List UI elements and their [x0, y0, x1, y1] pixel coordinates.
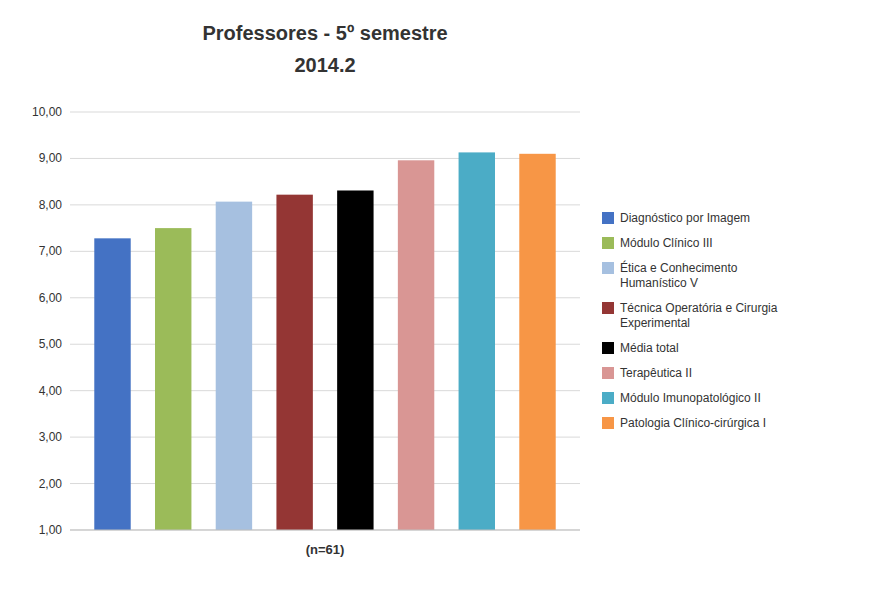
legend-label: Média total — [620, 341, 679, 355]
y-tick-label: 10,00 — [32, 105, 62, 119]
legend-label-line: Ética e Conhecimento — [620, 260, 738, 275]
y-tick-label: 1,00 — [39, 523, 63, 537]
y-tick-label: 6,00 — [39, 291, 63, 305]
legend-label-line: Média total — [620, 341, 679, 355]
y-tick-label: 7,00 — [39, 244, 63, 258]
grid-line — [70, 112, 580, 113]
x-axis-line — [70, 530, 580, 531]
bar — [216, 202, 252, 530]
legend-label-line: Patologia Clínico-cirúrgica I — [620, 416, 766, 430]
bar — [519, 154, 555, 530]
legend-label: Técnica Operatória e CirurgiaExperimenta… — [620, 301, 778, 330]
grid-line — [70, 158, 580, 159]
grid-line — [70, 483, 580, 484]
legend-label-line: Módulo Imunopatológico II — [620, 391, 761, 405]
title: Professores - 5º semestre — [202, 22, 447, 44]
y-tick-label: 2,00 — [39, 477, 63, 491]
grid-line — [70, 390, 580, 391]
legend-swatch — [602, 342, 614, 354]
legend-label: Diagnóstico por Imagem — [620, 211, 750, 225]
bar — [459, 152, 495, 530]
y-tick-label: 5,00 — [39, 337, 63, 351]
grid-line — [70, 297, 580, 298]
legend-label-line: Humanístico V — [620, 276, 698, 290]
legend-label: Terapêutica II — [620, 366, 692, 380]
legend-label: Patologia Clínico-cirúrgica I — [620, 416, 766, 430]
legend-label-line: Módulo Clínico III — [620, 236, 713, 250]
subtitle: 2014.2 — [294, 54, 355, 76]
legend-label-line: Terapêutica II — [620, 366, 692, 380]
legend-swatch — [602, 262, 614, 274]
legend-swatch — [602, 392, 614, 404]
grid — [70, 112, 580, 530]
grid-line — [70, 437, 580, 438]
grid-line — [70, 530, 580, 531]
y-tick-label: 9,00 — [39, 151, 63, 165]
bar — [94, 238, 130, 530]
grid-line — [70, 204, 580, 205]
legend-swatch — [602, 367, 614, 379]
y-tick-label: 3,00 — [39, 430, 63, 444]
bar — [398, 160, 434, 530]
legend-label: Módulo Clínico III — [620, 236, 713, 250]
x-tick-label: (n=61) — [306, 542, 345, 557]
legend: Diagnóstico por Imagem Módulo Clínico III… — [602, 211, 778, 430]
chart: Professores - 5º semestre 2014.2 1,00 2,00 3… — [0, 0, 889, 595]
legend-label: Ética e ConhecimentoHumanístico V — [620, 260, 738, 290]
bar — [155, 228, 191, 530]
legend-swatch — [602, 212, 614, 224]
legend-swatch — [602, 417, 614, 429]
legend-swatch — [602, 302, 614, 314]
grid-line — [70, 344, 580, 345]
legend-label-line: Diagnóstico por Imagem — [620, 211, 750, 225]
grid-line — [70, 251, 580, 252]
legend-label-line: Técnica Operatória e Cirurgia — [620, 301, 778, 315]
legend-swatch — [602, 237, 614, 249]
legend-label-line: Experimental — [620, 316, 690, 330]
y-tick-label: 8,00 — [39, 198, 63, 212]
legend-label: Módulo Imunopatológico II — [620, 391, 761, 405]
bar — [276, 195, 312, 530]
bar — [337, 190, 373, 530]
y-tick-label: 4,00 — [39, 384, 63, 398]
bars — [94, 152, 555, 530]
